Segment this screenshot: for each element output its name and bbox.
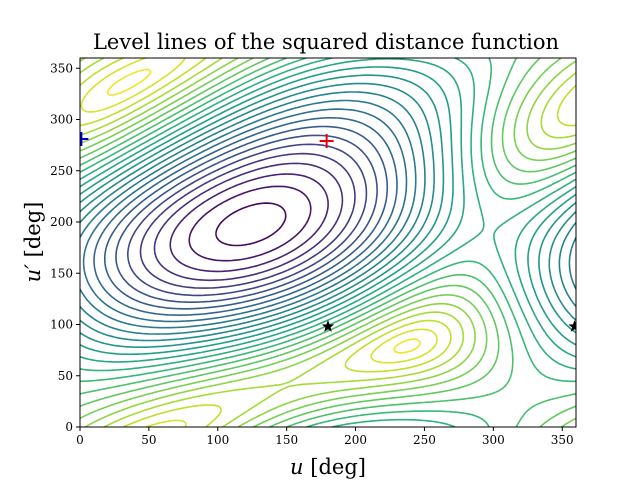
contour-line — [104, 125, 389, 310]
y-tick-label: 300 — [50, 113, 73, 127]
contour-line — [115, 134, 378, 303]
contour-line — [139, 152, 356, 289]
contour-line — [127, 143, 368, 297]
contour-line — [80, 58, 576, 427]
contour-line — [80, 91, 576, 335]
x-axis-variable: u — [290, 455, 304, 479]
contour-line — [80, 74, 576, 348]
x-tick-label: 50 — [141, 433, 156, 447]
star-marker — [321, 320, 335, 332]
contour-line — [80, 82, 576, 342]
y-tick-label: 0 — [65, 420, 73, 434]
x-axis: 0 50 100 150 200 250 300 350 — [76, 427, 574, 447]
contour-lines — [80, 58, 576, 427]
y-tick-label: 50 — [58, 369, 73, 383]
contour-line — [82, 108, 408, 323]
y-axis: 0 50 100 150 200 250 300 350 — [50, 61, 80, 434]
contour-line — [215, 202, 287, 247]
contour-line — [80, 58, 576, 363]
x-tick-label: 0 — [76, 433, 84, 447]
y-axis-variable: u′ — [21, 264, 45, 283]
y-tick-label: 150 — [50, 266, 73, 280]
x-axis-label: u [deg] — [290, 455, 366, 479]
y-axis-label: u′ [deg] — [21, 202, 45, 283]
y-tick-label: 350 — [50, 61, 73, 75]
x-tick-label: 350 — [551, 433, 574, 447]
x-tick-label: 300 — [482, 433, 505, 447]
y-tick-label: 250 — [50, 164, 73, 178]
markers — [80, 131, 576, 332]
x-tick-label: 250 — [413, 433, 436, 447]
y-tick-label: 100 — [50, 318, 73, 332]
x-tick-label: 200 — [344, 433, 367, 447]
contour-line — [188, 185, 312, 262]
star-marker — [568, 320, 576, 332]
contour-line — [80, 99, 576, 329]
contour-line — [80, 58, 576, 427]
y-tick-label: 200 — [50, 215, 73, 229]
x-tick-label: 150 — [275, 433, 298, 447]
contour-line — [80, 66, 576, 356]
y-axis-unit: [deg] — [21, 202, 45, 264]
contour-line — [93, 117, 398, 316]
contour-line — [106, 68, 421, 354]
plus-marker — [319, 134, 334, 149]
x-tick-label: 100 — [206, 433, 229, 447]
contour-line — [153, 162, 344, 282]
chart-title: Level lines of the squared distance func… — [93, 30, 559, 54]
x-axis-unit: [deg] — [304, 455, 366, 479]
plus-marker — [80, 131, 89, 146]
contour-line — [169, 173, 329, 273]
plot-frame — [79, 57, 577, 428]
